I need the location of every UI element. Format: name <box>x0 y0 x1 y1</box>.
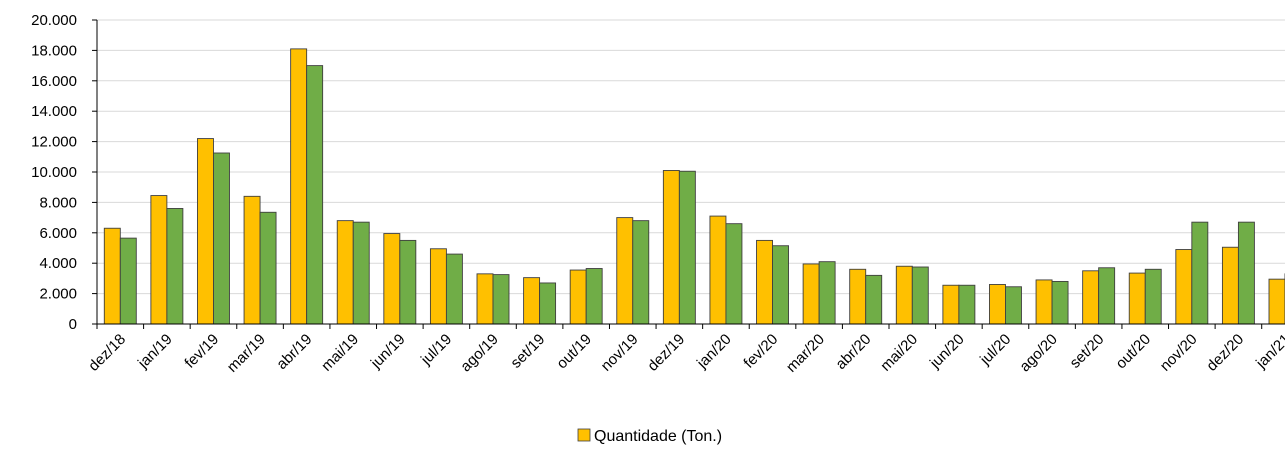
bar-series-1 <box>336 220 354 325</box>
x-tick-label: jul/19 <box>417 331 455 369</box>
bar-series-1 <box>103 227 121 325</box>
bar-series-2 <box>678 170 696 325</box>
bars <box>103 48 1285 325</box>
bar-series-2 <box>259 211 277 325</box>
y-tick-label: 8.000 <box>39 194 77 211</box>
bar-series-2 <box>119 237 137 325</box>
y-tick-label: 10.000 <box>31 164 77 181</box>
bar-series-1 <box>849 268 867 325</box>
x-tick-label: jun/19 <box>367 331 409 373</box>
bar-series-1 <box>1175 249 1193 325</box>
x-tick-label: abr/20 <box>832 331 874 373</box>
x-tick-label: jan/20 <box>693 331 735 373</box>
x-tick-label: set/19 <box>507 331 548 372</box>
bar-series-1 <box>1082 270 1100 325</box>
bar-series-2 <box>865 274 883 325</box>
x-tick-label: mar/20 <box>783 331 828 376</box>
x-tick-label: dez/19 <box>644 331 688 375</box>
bar-series-2 <box>539 282 557 325</box>
bar-series-2 <box>166 208 184 325</box>
legend: Quantidade (Ton.) <box>577 428 722 445</box>
x-tick-label: nov/20 <box>1157 331 1201 375</box>
y-tick-label: 4.000 <box>39 255 77 272</box>
bar-series-1 <box>616 217 634 325</box>
bar-series-2 <box>632 220 650 325</box>
x-axis-tick-labels: dez/18 jan/19 fev/19 mar/19 abr/19 mai/19 jun/… <box>85 331 1285 376</box>
bar-series-2 <box>352 221 370 325</box>
bar-series-1 <box>569 269 587 325</box>
x-tick-label: jan/19 <box>134 331 176 373</box>
bar-series-2 <box>1237 221 1255 325</box>
bar-series-1 <box>1268 278 1285 325</box>
bar-series-1 <box>802 263 820 325</box>
x-tick-label: mai/19 <box>318 331 362 375</box>
x-tick-label: ago/20 <box>1016 331 1060 375</box>
y-axis-tick-labels: 0 2.000 4.000 6.000 8.000 10.000 12.000 14.000 1… <box>31 12 77 333</box>
bar-series-1 <box>197 138 214 325</box>
bar-series-1 <box>523 277 541 325</box>
y-tick-label: 18.000 <box>31 42 77 59</box>
x-tick-label: abr/19 <box>273 331 315 373</box>
bar-series-1 <box>1128 272 1146 325</box>
bar-series-1 <box>1221 246 1239 325</box>
axes <box>92 19 1285 329</box>
x-tick-label: jan/21 <box>1252 331 1285 373</box>
bar-series-2 <box>725 223 743 325</box>
bar-series-2 <box>445 253 463 325</box>
bar-series-2 <box>772 245 789 325</box>
bar-series-1 <box>1035 279 1053 325</box>
x-tick-label: dez/20 <box>1203 331 1247 375</box>
bar-series-1 <box>662 170 680 325</box>
x-tick-label: dez/18 <box>85 331 129 375</box>
bar-series-1 <box>756 239 773 325</box>
x-tick-label: mar/19 <box>224 331 269 376</box>
bar-series-2 <box>911 266 929 325</box>
bar-series-2 <box>213 152 230 325</box>
bar-series-1 <box>895 265 913 325</box>
y-tick-label: 0 <box>69 316 77 333</box>
bar-series-2 <box>1051 280 1069 325</box>
x-tick-label: set/20 <box>1067 331 1108 372</box>
x-tick-label: mai/20 <box>877 331 921 375</box>
bar-series-2 <box>492 274 510 325</box>
y-tick-label: 20.000 <box>31 12 77 29</box>
x-tick-label: jul/20 <box>976 331 1014 369</box>
bar-series-2 <box>1005 286 1022 325</box>
x-tick-label: nov/19 <box>598 331 642 375</box>
bar-series-1 <box>429 248 447 325</box>
bar-series-1 <box>709 215 727 325</box>
legend-swatch <box>577 428 591 442</box>
y-tick-label: 2.000 <box>39 286 77 303</box>
y-tick-label: 14.000 <box>31 103 77 120</box>
x-tick-label: jun/20 <box>926 331 968 373</box>
bar-series-2 <box>1098 267 1116 325</box>
bar-series-1 <box>383 233 401 325</box>
bar-series-2 <box>306 65 324 325</box>
x-tick-label: fev/20 <box>740 331 781 372</box>
bar-series-2 <box>818 261 836 325</box>
bar-series-1 <box>942 284 960 325</box>
bar-series-2 <box>585 268 603 325</box>
x-tick-label: ago/19 <box>457 331 501 375</box>
legend-label: Quantidade (Ton.) <box>594 428 722 445</box>
y-tick-label: 16.000 <box>31 73 77 90</box>
bar-series-1 <box>290 48 308 325</box>
x-tick-label: out/19 <box>553 331 595 373</box>
bar-series-1 <box>150 195 168 325</box>
bar-series-1 <box>243 195 261 325</box>
x-tick-label: fev/19 <box>181 331 222 372</box>
bar-series-2 <box>958 284 976 325</box>
bar-series-2 <box>1144 268 1162 325</box>
bar-series-2 <box>399 239 417 325</box>
bar-series-2 <box>1191 221 1209 325</box>
y-tick-label: 12.000 <box>31 134 77 151</box>
bar-series-1 <box>989 284 1006 325</box>
bar-series-1 <box>476 273 494 325</box>
y-tick-label: 6.000 <box>39 225 77 242</box>
x-tick-label: out/20 <box>1113 331 1155 373</box>
